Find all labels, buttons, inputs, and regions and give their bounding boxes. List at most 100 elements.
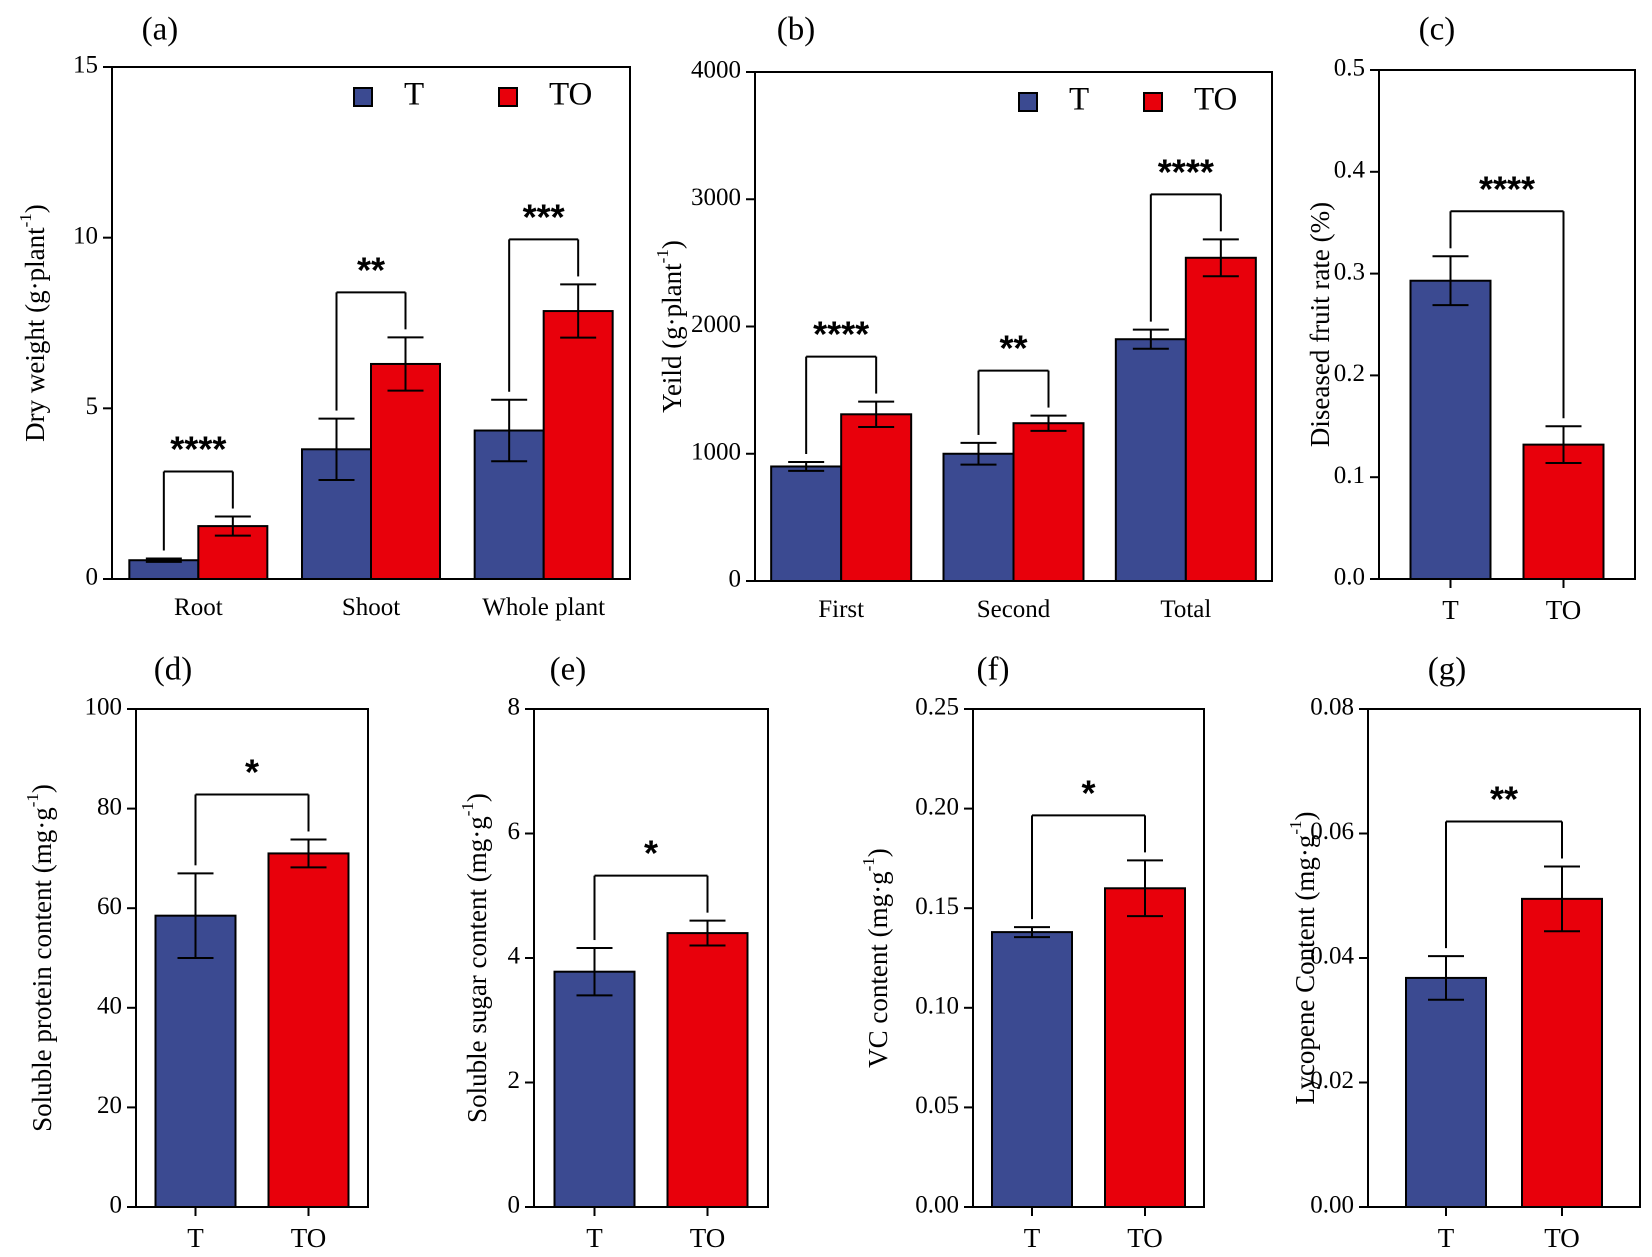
x-tick-label: TO [291,1223,327,1253]
error-bar [858,400,895,429]
significance-label: * [1081,772,1095,813]
error-bar [1132,328,1169,350]
y-tick-label: 0.00 [915,1192,959,1219]
y-tick-label: 20 [97,1092,122,1119]
error-bar [960,441,997,466]
plot-frame [135,708,369,1208]
significance-bracket [977,369,1050,435]
bar-to [1522,443,1605,580]
legend: T TO [1018,82,1237,118]
bar-to [1184,256,1257,582]
bar-t [154,914,237,1208]
error-bar [145,557,182,563]
y-axis-label: Lycopene Content (mg·g-1) [1286,811,1320,1104]
x-tick-label: TO [1127,1223,1163,1253]
bar-t [1409,279,1492,580]
x-tick-label: TO [1544,1223,1580,1253]
y-axis-label: Soluble sugar content (mg·g-1) [458,793,492,1123]
panel-title: (g) [1428,652,1466,688]
panel-a: (a) Dry weight (g·plant-1) 0 5 10 15 **** Root *… [16,12,631,621]
panel-title: (d) [154,652,192,688]
y-tick-label: 0.4 [1334,157,1366,184]
y-tick-label: 0.05 [915,1092,959,1119]
y-tick-label: 0.02 [1310,1067,1354,1094]
y-tick-label: 0 [110,1192,123,1219]
significance-label: **** [1479,168,1535,209]
plot-frame [533,708,769,1208]
legend-swatch-to [1143,92,1163,112]
y-axis-label: Yeild (g·plant-1) [653,240,687,413]
significance-label: **** [170,429,226,470]
x-tick-label: Root [174,594,223,621]
bar-t [1114,338,1187,582]
significance-bracket [1449,210,1565,419]
significance-bracket [1445,820,1563,949]
x-tick-label: T [586,1223,603,1253]
panel-title: (b) [777,12,815,48]
bar-t [991,931,1073,1208]
y-tick-label: 40 [97,993,122,1020]
legend-swatch-t [353,87,373,107]
x-tick-label: Total [1160,596,1211,623]
bar-t [553,970,636,1208]
plot-frame [972,708,1205,1208]
significance-label: ** [1490,778,1518,819]
y-tick-label: 10 [73,222,98,249]
y-tick-label: 0.1 [1334,462,1365,489]
y-tick-label: 0.00 [1310,1192,1354,1219]
error-bar [1544,865,1580,933]
y-tick-label: 0.04 [1310,943,1354,970]
panel-e: (e) Soluble sugar content (mg·g-1) 0 2 4 6 8 * T… [458,652,769,1253]
error-bar [1545,425,1582,464]
legend-swatch-to [498,87,518,107]
x-tick-label: T [1442,595,1459,625]
bar-to [267,852,350,1208]
error-bar [290,838,327,869]
y-axis-label: VC content (mg·g-1) [859,848,893,1068]
y-axis-label: Soluble protein content (mg·g-1) [23,784,57,1132]
error-bar [560,283,597,339]
bar-t [770,465,843,583]
plot-frame [1378,69,1636,580]
panel-title: (e) [550,652,587,688]
significance-bracket [593,874,709,941]
legend-label: T [1069,82,1089,118]
error-bar [318,417,355,482]
y-tick-label: 0.3 [1334,258,1365,285]
y-tick-label: 6 [508,818,521,845]
x-tick-label: TO [690,1223,726,1253]
significance-bracket [335,291,407,411]
panel-title: (a) [142,12,179,48]
x-tick-label: Whole plant [482,594,605,621]
x-tick-label: T [187,1223,204,1253]
panel-g: (g) Lycopene Content (mg·g-1) 0.00 0.02 0.04… [1286,652,1641,1253]
x-tick-label: Second [977,596,1051,623]
y-tick-label: 15 [73,52,98,79]
y-tick-label: 4000 [691,57,741,84]
legend-swatch-t [1018,92,1038,112]
y-tick-label: 0.10 [915,993,959,1020]
significance-bracket [1031,814,1146,920]
significance-bracket [508,238,580,392]
y-tick-label: 0 [508,1192,521,1219]
y-tick-label: 5 [86,393,99,420]
y-tick-label: 2000 [691,311,741,338]
error-bar [1202,238,1239,278]
legend-label: TO [549,77,592,113]
significance-bracket [1149,193,1222,322]
y-axis-label: Diseased fruit rate (%) [1305,202,1335,447]
panel-title: (f) [977,652,1010,688]
y-tick-label: 8 [508,694,521,721]
significance-label: * [644,833,658,874]
y-tick-label: 0.5 [1334,55,1365,82]
panel-title: (c) [1419,12,1456,48]
y-axis-label: Dry weight (g·plant-1) [16,204,50,442]
significance-label: *** [523,196,565,237]
significance-label: ** [999,328,1027,369]
error-bar [177,872,214,959]
bar-to [1012,422,1085,582]
y-tick-label: 0.0 [1334,564,1365,591]
error-bar [387,336,424,392]
y-tick-label: 0.25 [915,694,959,721]
legend-label: T [404,77,424,113]
